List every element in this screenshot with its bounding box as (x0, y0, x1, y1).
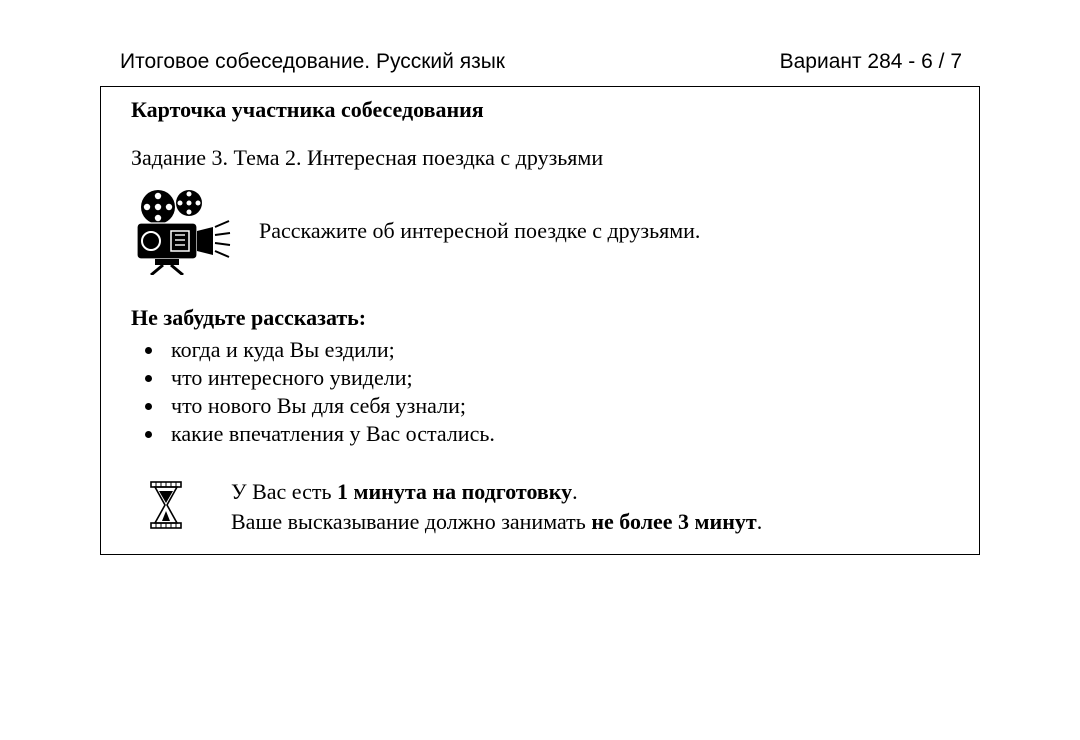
time-text: У Вас есть 1 минута на подготовку. Ваше … (231, 477, 762, 536)
hourglass-icon (149, 481, 183, 529)
participant-card: Карточка участника собеседования Задание… (100, 86, 980, 555)
movie-camera-icon (131, 187, 231, 275)
prompt-row: Расскажите об интересной поездке с друзь… (131, 187, 949, 275)
header-right: Вариант 284 - 6 / 7 (780, 50, 962, 74)
prompt-text: Расскажите об интересной поездке с друзь… (259, 218, 700, 244)
time-line1-post: . (572, 479, 578, 504)
time-row: У Вас есть 1 минута на подготовку. Ваше … (131, 477, 949, 536)
page-header: Итоговое собеседование. Русский язык Вар… (100, 50, 980, 74)
bullet-list: когда и куда Вы ездили; что интересного … (131, 337, 949, 447)
time-line1-bold: 1 минута на подготовку (337, 479, 572, 504)
list-item: что нового Вы для себя узнали; (165, 393, 949, 419)
time-line2-pre: Ваше высказывание должно занимать (231, 509, 591, 534)
card-title: Карточка участника собеседования (131, 97, 949, 123)
time-line2-bold: не более 3 минут (591, 509, 756, 534)
list-item: какие впечатления у Вас остались. (165, 421, 949, 447)
time-line1-pre: У Вас есть (231, 479, 337, 504)
time-line2-post: . (757, 509, 763, 534)
task-line: Задание 3. Тема 2. Интересная поездка с … (131, 145, 949, 171)
list-item: что интересного увидели; (165, 365, 949, 391)
list-item: когда и куда Вы ездили; (165, 337, 949, 363)
remember-title: Не забудьте рассказать: (131, 305, 949, 331)
header-left: Итоговое собеседование. Русский язык (120, 50, 505, 74)
